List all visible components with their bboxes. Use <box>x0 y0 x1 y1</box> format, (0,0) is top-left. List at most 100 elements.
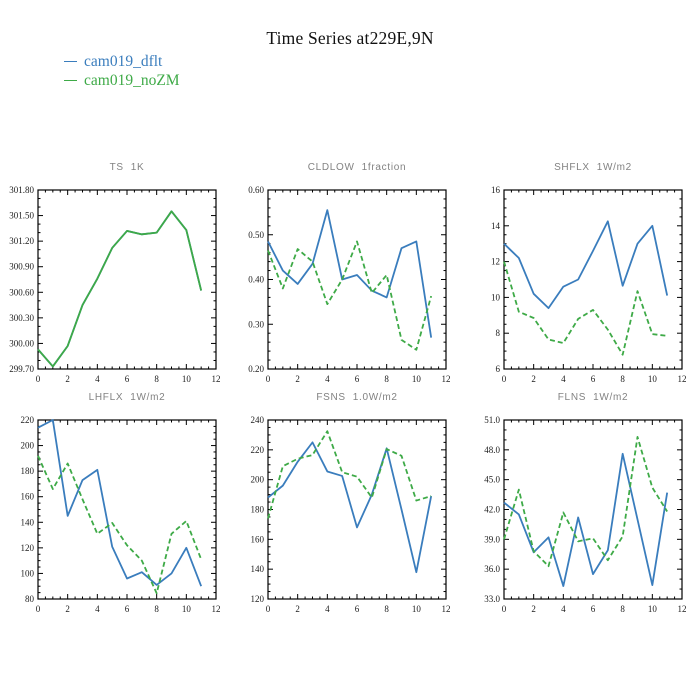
svg-text:8: 8 <box>384 374 389 384</box>
svg-text:140: 140 <box>21 517 35 527</box>
svg-text:12: 12 <box>491 257 500 267</box>
svg-text:51.0: 51.0 <box>484 415 500 425</box>
svg-text:10: 10 <box>182 374 192 384</box>
svg-text:12: 12 <box>678 604 687 614</box>
svg-text:4: 4 <box>95 604 100 614</box>
svg-text:300.60: 300.60 <box>9 287 34 297</box>
legend-label: cam019_dflt <box>84 52 163 70</box>
panel-ts: 0 2 4 6 8 10 12 299.70 300.00 300.30 300.60 300.90 3… <box>0 160 234 392</box>
svg-text:10: 10 <box>412 604 422 614</box>
svg-text:240: 240 <box>251 415 265 425</box>
svg-text:300.00: 300.00 <box>9 338 34 348</box>
panel-title: FLNS 1W/m2 <box>557 392 629 403</box>
svg-text:2: 2 <box>65 374 70 384</box>
svg-text:39.0: 39.0 <box>484 534 500 544</box>
svg-text:36.0: 36.0 <box>484 564 500 574</box>
panel-title: FSNS 1.0W/m2 <box>316 392 398 403</box>
svg-text:301.80: 301.80 <box>9 185 34 195</box>
svg-text:8: 8 <box>620 604 625 614</box>
figure-title: Time Series at229E,9N <box>266 28 434 48</box>
svg-text:80: 80 <box>25 594 35 604</box>
svg-text:12: 12 <box>212 374 221 384</box>
svg-text:0.40: 0.40 <box>248 275 264 285</box>
svg-text:10: 10 <box>648 374 658 384</box>
svg-text:14: 14 <box>491 221 501 231</box>
svg-text:48.0: 48.0 <box>484 445 500 455</box>
svg-text:8: 8 <box>620 374 625 384</box>
chart-cldlow: 0 2 4 6 8 10 12 0.20 0.30 0.40 0.50 0.60 <box>248 185 451 384</box>
svg-text:6: 6 <box>125 374 130 384</box>
svg-text:6: 6 <box>125 604 130 614</box>
svg-text:220: 220 <box>251 445 265 455</box>
line-sample-icon <box>64 60 77 63</box>
panel-title: CLDLOW 1fraction <box>307 162 407 173</box>
svg-text:0: 0 <box>266 374 271 384</box>
panel-flns: 0 2 4 6 8 10 12 33.0 36.0 39.0 42.0 45.0 48.0 51.0 FL… <box>466 390 700 622</box>
svg-text:0: 0 <box>502 604 507 614</box>
svg-text:4: 4 <box>95 374 100 384</box>
svg-text:12: 12 <box>212 604 221 614</box>
chart-fsns: 0 2 4 6 8 10 12 120 140 160 180 200 220 240 <box>251 415 451 614</box>
panel-fsns: 0 2 4 6 8 10 12 120 140 160 180 200 220 240 FSNS 1.0W… <box>230 390 464 622</box>
svg-text:300.90: 300.90 <box>9 262 34 272</box>
svg-text:42.0: 42.0 <box>484 505 500 515</box>
svg-text:301.50: 301.50 <box>9 211 34 221</box>
svg-text:4: 4 <box>325 604 330 614</box>
panel-title: TS 1K <box>109 162 145 173</box>
svg-text:16: 16 <box>491 185 501 195</box>
svg-text:160: 160 <box>251 534 265 544</box>
svg-text:0: 0 <box>36 604 41 614</box>
svg-text:180: 180 <box>21 466 35 476</box>
panel-title: LHFLX 1W/m2 <box>88 392 166 403</box>
svg-text:200: 200 <box>251 475 265 485</box>
svg-text:0.60: 0.60 <box>248 185 264 195</box>
svg-text:160: 160 <box>21 492 35 502</box>
chart-lhflx: 0 2 4 6 8 10 12 80 100 120 140 160 180 200 220 <box>21 415 221 614</box>
panel-cldlow: 0 2 4 6 8 10 12 0.20 0.30 0.40 0.50 0.60 CLDLOW 1fr… <box>230 160 464 392</box>
line-sample-icon <box>64 79 77 82</box>
chart-shflx: 0 2 4 6 8 10 12 6 8 10 12 14 16 <box>491 185 687 384</box>
legend: cam019_dflt cam019_noZM <box>64 52 180 90</box>
chart-flns: 0 2 4 6 8 10 12 33.0 36.0 39.0 42.0 45.0 48.0 51.0 <box>484 415 687 614</box>
svg-text:6: 6 <box>591 604 596 614</box>
svg-text:2: 2 <box>531 374 536 384</box>
svg-text:0: 0 <box>36 374 41 384</box>
svg-text:8: 8 <box>496 328 501 338</box>
svg-text:6: 6 <box>591 374 596 384</box>
svg-text:10: 10 <box>412 374 422 384</box>
svg-text:8: 8 <box>154 374 159 384</box>
svg-text:45.0: 45.0 <box>484 475 500 485</box>
panel-lhflx: 0 2 4 6 8 10 12 80 100 120 140 160 180 200 220 LHFLX 1… <box>0 390 234 622</box>
svg-text:2: 2 <box>295 374 300 384</box>
svg-text:299.70: 299.70 <box>9 364 34 374</box>
svg-text:12: 12 <box>678 374 687 384</box>
svg-text:220: 220 <box>21 415 35 425</box>
svg-text:4: 4 <box>561 374 566 384</box>
svg-text:8: 8 <box>384 604 389 614</box>
svg-text:6: 6 <box>355 374 360 384</box>
panel-shflx: 0 2 4 6 8 10 12 6 8 10 12 14 16 SHFLX 1W/m2 <box>466 160 700 392</box>
svg-text:8: 8 <box>154 604 159 614</box>
svg-text:10: 10 <box>648 604 658 614</box>
svg-text:300.30: 300.30 <box>9 313 34 323</box>
svg-text:2: 2 <box>295 604 300 614</box>
svg-text:140: 140 <box>251 564 265 574</box>
svg-text:4: 4 <box>325 374 330 384</box>
svg-text:100: 100 <box>21 568 35 578</box>
svg-text:180: 180 <box>251 505 265 515</box>
svg-text:2: 2 <box>531 604 536 614</box>
svg-text:4: 4 <box>561 604 566 614</box>
svg-text:0.50: 0.50 <box>248 230 264 240</box>
legend-item-dflt: cam019_dflt <box>64 52 180 71</box>
svg-text:120: 120 <box>21 543 35 553</box>
svg-text:33.0: 33.0 <box>484 594 500 604</box>
svg-text:0: 0 <box>502 374 507 384</box>
svg-text:6: 6 <box>355 604 360 614</box>
legend-label: cam019_noZM <box>84 71 180 89</box>
svg-text:6: 6 <box>496 364 501 374</box>
svg-text:0.30: 0.30 <box>248 319 264 329</box>
svg-text:200: 200 <box>21 441 35 451</box>
svg-text:12: 12 <box>442 374 451 384</box>
svg-text:2: 2 <box>65 604 70 614</box>
panel-title: SHFLX 1W/m2 <box>554 162 632 173</box>
